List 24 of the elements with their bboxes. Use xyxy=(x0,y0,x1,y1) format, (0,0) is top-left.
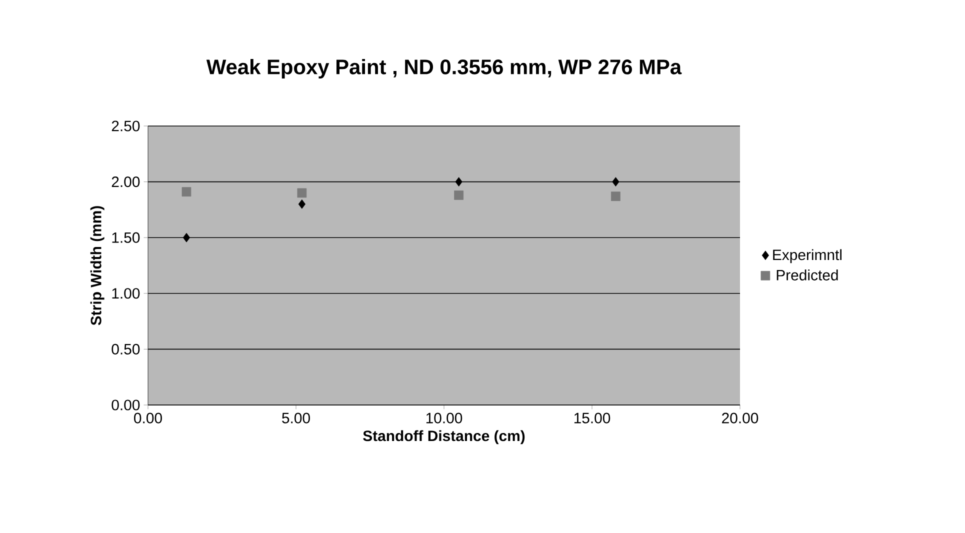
x-tick-label: 15.00 xyxy=(574,412,610,424)
y-tick-label: 2.00 xyxy=(112,176,140,188)
legend-label: Predicted xyxy=(776,269,838,280)
y-tick-label: 1.50 xyxy=(112,232,140,243)
x-tick-label: 10.00 xyxy=(426,412,462,424)
point xyxy=(454,190,464,200)
y-tick-label: 0.50 xyxy=(112,344,140,354)
x-tick-label: 20.00 xyxy=(722,412,758,424)
legend-label: Experimntl xyxy=(773,249,842,264)
x-axis-title: Standoff Distance (cm) xyxy=(363,430,525,444)
point xyxy=(297,188,307,198)
point xyxy=(182,187,192,197)
point xyxy=(455,177,462,186)
chart-title: Weak Epoxy Paint , ND 0.3556 mm, WP 276 MPa xyxy=(206,59,682,78)
y-tick-label: 1.00 xyxy=(112,288,140,299)
y-tick-label: 2.50 xyxy=(112,120,140,132)
x-tick-label: 0.00 xyxy=(134,412,162,424)
point xyxy=(611,192,620,201)
point xyxy=(298,199,306,209)
x-tick-label: 5.00 xyxy=(282,412,310,424)
point xyxy=(612,177,620,186)
y-tick-label: 0.00 xyxy=(112,400,140,410)
y-axis-title: Strip Width (mm) xyxy=(90,206,104,326)
point xyxy=(182,232,190,242)
